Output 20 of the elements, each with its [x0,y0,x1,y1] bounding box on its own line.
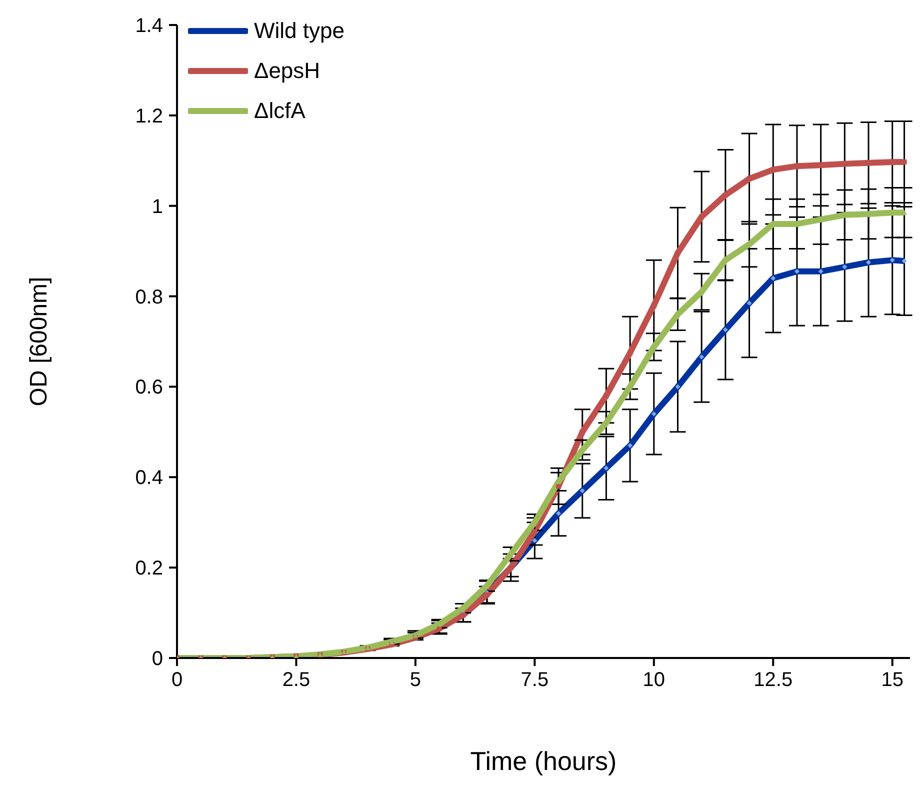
legend-label: ΔepsH [254,58,320,84]
x-tick-label: 5 [410,669,422,692]
x-tick-label: 2.5 [282,669,310,692]
y-tick-label: 0.6 [135,376,163,399]
x-tick-label: 7.5 [520,669,549,692]
x-tick-label: 0 [171,669,183,692]
y-tick-label: 1.4 [135,15,163,37]
y-tick-label: 0.4 [135,467,163,490]
x-tick-label: 10 [642,669,666,692]
y-axis-title: OD [600nm] [26,276,53,406]
x-tick-label: 15 [881,669,904,692]
y-tick-label: 0.2 [135,558,163,580]
y-tick-label: 0.8 [135,286,163,308]
x-tick-label: 12.5 [754,669,793,692]
legend-label: ΔlcfA [254,98,306,124]
y-tick-label: 0 [152,648,163,670]
y-tick-label: 1 [152,196,163,218]
y-tick-label: 1.2 [135,105,163,128]
x-axis-title: Time (hours) [470,746,617,776]
legend-label: Wild type [254,18,344,44]
